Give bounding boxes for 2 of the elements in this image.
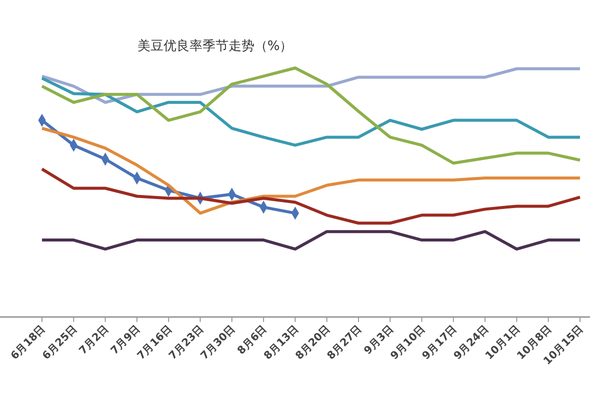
chart-title: 美豆优良率季节走势（%） (137, 38, 293, 54)
x-tick-label: 7月2日 (77, 322, 112, 358)
